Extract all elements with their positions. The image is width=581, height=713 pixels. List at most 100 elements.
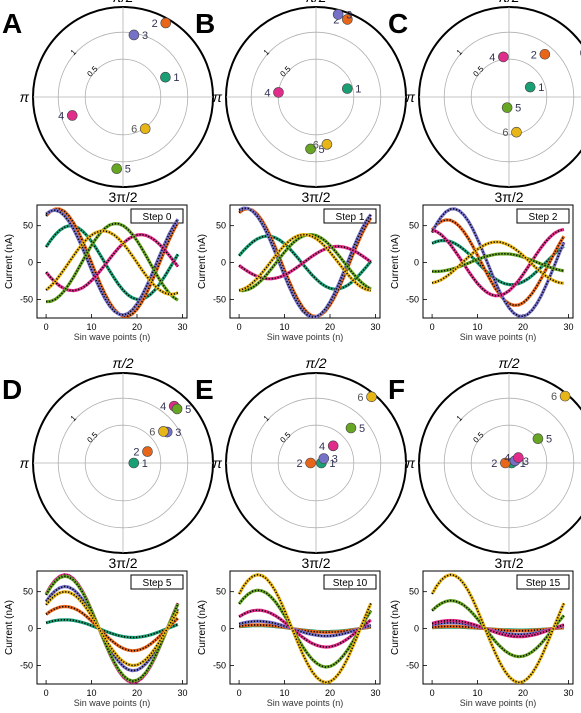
polar-point-1 — [128, 457, 140, 469]
y-tick-label: -50 — [406, 295, 419, 305]
x-tick-label: 20 — [518, 688, 528, 698]
polar-ring-label: 0.5 — [278, 64, 293, 79]
series-ideal-2 — [432, 625, 564, 632]
panel-letter: C — [388, 8, 408, 39]
y-tick-label: -50 — [213, 295, 226, 305]
line-plot: 0 10 20 30 -50 0 50 Sin wave points (n) Current … — [4, 570, 188, 708]
polar-point-label: 5 — [125, 164, 131, 176]
polar-point-label: 3 — [142, 30, 148, 42]
y-tick-label: 0 — [414, 624, 419, 634]
series-ideal-5 — [46, 222, 179, 303]
panel-letter: F — [388, 374, 405, 405]
x-axis-label: Sin wave points (n) — [74, 698, 151, 708]
polar-point-label: 2 — [152, 18, 158, 30]
polar-point-label: 4 — [319, 441, 325, 453]
polar-label-bottom: 3π/2 — [494, 555, 523, 571]
x-tick-label: 0 — [430, 322, 435, 332]
series-group — [44, 207, 180, 318]
line-plot: 0 10 20 30 -50 0 50 Sin wave points (n) Current … — [4, 204, 188, 342]
polar-point-5 — [532, 433, 544, 445]
series-ideal-4 — [45, 233, 179, 292]
step-label-box — [130, 574, 184, 590]
polar-ring-label: 1 — [455, 413, 465, 423]
x-axis-label: Sin wave points (n) — [460, 332, 537, 342]
x-tick-label: 30 — [563, 688, 573, 698]
polar-label-bottom: 3π/2 — [108, 555, 137, 571]
polar-label-top: π/2 — [498, 0, 519, 5]
polar-point-6 — [511, 126, 522, 138]
y-tick-label: 50 — [23, 221, 33, 231]
x-tick-label: 0 — [430, 688, 435, 698]
panel-letter: B — [195, 8, 215, 39]
polar-label-top: π/2 — [305, 0, 326, 5]
series-ideal-3 — [238, 620, 372, 637]
polar-point-3 — [128, 29, 140, 41]
y-tick-label: -50 — [20, 661, 33, 671]
series-ideal-5 — [238, 589, 372, 668]
polar-point-label: 4 — [160, 401, 166, 413]
y-axis-label: Current (nA) — [197, 234, 208, 289]
x-tick-label: 0 — [44, 688, 49, 698]
series-ideal-2 — [238, 207, 372, 318]
polar-label-top: π/2 — [112, 355, 133, 371]
step-label-box — [516, 574, 570, 590]
polar-point-label: 6 — [131, 124, 137, 136]
polar-point-4 — [327, 440, 339, 452]
series-ideal-2 — [239, 624, 372, 634]
polar-point-label: 1 — [173, 72, 179, 84]
y-tick-label: 0 — [221, 258, 226, 268]
panel-letter: D — [2, 374, 22, 405]
polar-point-5 — [171, 403, 183, 415]
polar-point-label: 1 — [142, 458, 148, 470]
series-ideal-5 — [431, 599, 565, 658]
polar-point-label: 1 — [520, 458, 526, 470]
polar-point-1 — [160, 71, 171, 83]
polar-point-label: 2 — [296, 458, 302, 470]
x-tick-label: 0 — [237, 688, 242, 698]
y-tick-label: -50 — [20, 295, 33, 305]
y-tick-label: 50 — [409, 587, 419, 597]
polar-ring-label: 1 — [262, 47, 272, 57]
x-tick-label: 10 — [280, 688, 290, 698]
x-tick-label: 10 — [87, 322, 97, 332]
x-axis-label: Sin wave points (n) — [267, 332, 344, 342]
y-axis-label: Current (nA) — [390, 234, 401, 289]
panel-letter: E — [195, 374, 214, 405]
polar-point-label: 1 — [329, 458, 335, 470]
polar-point-label: 6 — [149, 426, 155, 438]
polar-point-2 — [160, 17, 172, 29]
polar-point-label: 5 — [185, 404, 191, 416]
polar-label-left: π — [20, 455, 30, 471]
series-group — [430, 573, 566, 684]
series-line-1 — [45, 618, 179, 640]
polar-point-label: 4 — [489, 52, 495, 64]
series-ideal-5 — [239, 233, 372, 292]
polar-point-label: 2 — [491, 458, 497, 470]
polar-point-label: 4 — [58, 110, 64, 122]
x-axis-label: Sin wave points (n) — [267, 698, 344, 708]
x-tick-label: 30 — [370, 688, 380, 698]
step-label-box — [516, 208, 570, 224]
x-tick-label: 30 — [370, 322, 380, 332]
polar-label-top: π/2 — [112, 0, 133, 5]
x-tick-label: 20 — [518, 322, 528, 332]
y-tick-label: 0 — [414, 258, 419, 268]
y-tick-label: 50 — [216, 587, 226, 597]
panel-f: Fπ/2 π 3π/2 1 0.5 1 2 3 4 5 6 0 10 20 30 -50 0 50 Sin wave… — [388, 355, 581, 708]
series-ideal-3 — [238, 207, 372, 318]
step-label: Step 0 — [143, 212, 172, 223]
polar-ring-label: 1 — [69, 47, 79, 57]
line-plot: 0 10 20 30 -50 0 50 Sin wave points (n) Current … — [197, 570, 381, 708]
y-tick-label: 0 — [28, 258, 33, 268]
polar-point-5 — [501, 102, 513, 113]
polar-point-4 — [498, 51, 509, 63]
x-tick-label: 0 — [44, 322, 49, 332]
x-tick-label: 20 — [132, 688, 142, 698]
series-ideal-3 — [45, 209, 179, 316]
x-axis-label: Sin wave points (n) — [460, 698, 537, 708]
polar-point-label: 2 — [333, 14, 339, 26]
